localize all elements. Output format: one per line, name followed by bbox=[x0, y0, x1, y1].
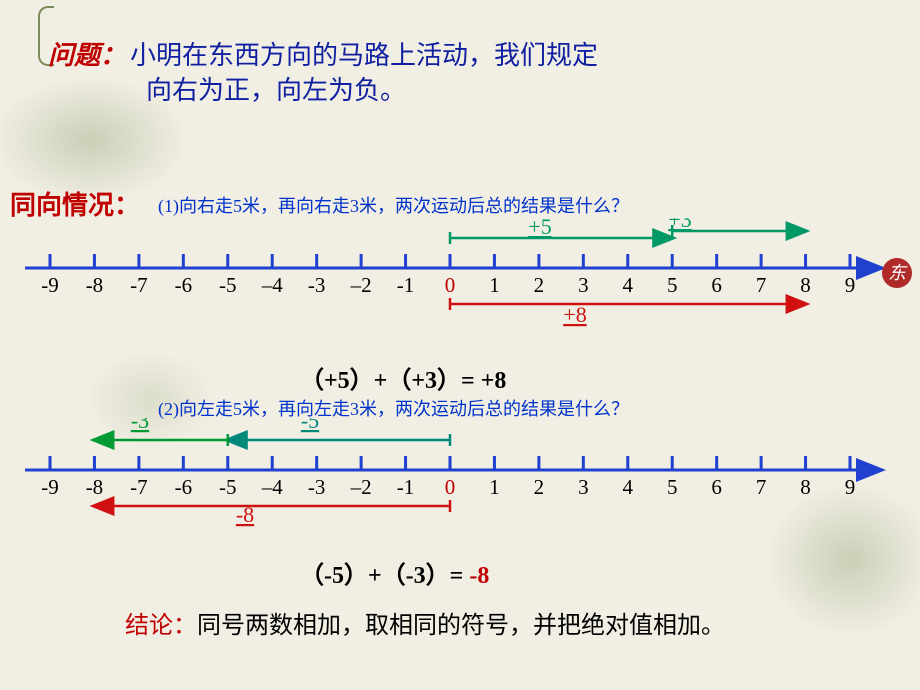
svg-text:+8: +8 bbox=[563, 302, 586, 327]
svg-text:+3: +3 bbox=[668, 218, 691, 232]
svg-text:0: 0 bbox=[445, 475, 456, 499]
svg-text:2: 2 bbox=[534, 273, 545, 297]
equation-2: （-5）+（-3）= -8 bbox=[300, 555, 489, 590]
svg-text:-3: -3 bbox=[308, 273, 326, 297]
problem-text-line1: 小明在东西方向的马路上活动，我们规定 bbox=[130, 41, 598, 70]
nl1: -9 -8 -7 -6 -5 –4 -3 –2 -1 0 1 2 3 4 5 6 7 8 9 +5 +3 +8 bbox=[20, 218, 890, 358]
problem-text-line2: 向右为正，向左为负。 bbox=[146, 76, 406, 105]
svg-text:3: 3 bbox=[578, 273, 589, 297]
equation-2-lhs: （-5）+（-3）= bbox=[300, 563, 469, 589]
svg-text:-3: -3 bbox=[131, 418, 149, 433]
svg-text:–2: –2 bbox=[350, 475, 372, 499]
svg-text:-8: -8 bbox=[86, 475, 104, 499]
nl2: -9 -8 -7 -6 -5 –4 -3 –2 -1 0 1 2 3 4 5 6 7 8 9 -5 -3 -8 bbox=[20, 418, 890, 548]
svg-text:2: 2 bbox=[534, 475, 545, 499]
svg-text:+5: +5 bbox=[528, 218, 551, 239]
svg-text:-8: -8 bbox=[236, 502, 254, 527]
svg-text:-6: -6 bbox=[175, 475, 193, 499]
svg-text:4: 4 bbox=[623, 475, 634, 499]
numberline-2: -9 -8 -7 -6 -5 –4 -3 –2 -1 0 1 2 3 4 5 6 7 8 9 -5 -3 -8 bbox=[20, 418, 890, 548]
svg-text:-5: -5 bbox=[219, 475, 237, 499]
svg-text:–4: –4 bbox=[261, 273, 284, 297]
svg-text:0: 0 bbox=[445, 273, 456, 297]
problem-block: 问题： 小明在东西方向的马路上活动，我们规定 向右为正，向左为负。 bbox=[48, 35, 868, 108]
same-direction-label: 同向情况： bbox=[10, 185, 140, 222]
numberline-1: -9 -8 -7 -6 -5 –4 -3 –2 -1 0 1 2 3 4 5 6 7 8 9 +5 +3 +8 bbox=[20, 218, 890, 358]
svg-text:9: 9 bbox=[845, 273, 856, 297]
svg-text:9: 9 bbox=[845, 475, 856, 499]
problem-label: 问题： bbox=[48, 41, 126, 70]
svg-text:3: 3 bbox=[578, 475, 589, 499]
svg-text:5: 5 bbox=[667, 475, 678, 499]
svg-text:5: 5 bbox=[667, 273, 678, 297]
svg-text:-5: -5 bbox=[301, 418, 319, 433]
conclusion-text: 同号两数相加，取相同的符号，并把绝对值相加。 bbox=[197, 613, 725, 639]
svg-text:7: 7 bbox=[756, 273, 767, 297]
svg-text:-7: -7 bbox=[130, 475, 148, 499]
svg-text:-1: -1 bbox=[397, 273, 415, 297]
subquestion-1: (1)向右走5米，再向右走3米，两次运动后总的结果是什么？ bbox=[158, 192, 858, 218]
svg-text:-5: -5 bbox=[219, 273, 237, 297]
svg-text:-1: -1 bbox=[397, 475, 415, 499]
svg-text:-7: -7 bbox=[130, 273, 148, 297]
svg-text:–2: –2 bbox=[350, 273, 372, 297]
east-badge: 东 bbox=[882, 258, 912, 288]
conclusion-block: 结论：同号两数相加，取相同的符号，并把绝对值相加。 bbox=[125, 605, 725, 640]
svg-text:-6: -6 bbox=[175, 273, 193, 297]
svg-text:8: 8 bbox=[800, 273, 811, 297]
svg-text:-3: -3 bbox=[308, 475, 326, 499]
svg-text:6: 6 bbox=[711, 475, 722, 499]
svg-text:-9: -9 bbox=[41, 475, 59, 499]
equation-2-rhs: -8 bbox=[469, 563, 489, 589]
svg-text:-8: -8 bbox=[86, 273, 104, 297]
svg-text:7: 7 bbox=[756, 475, 767, 499]
svg-text:–4: –4 bbox=[261, 475, 284, 499]
svg-text:8: 8 bbox=[800, 475, 811, 499]
svg-text:-9: -9 bbox=[41, 273, 59, 297]
equation-1: （+5）+（+3）= +8 bbox=[300, 360, 506, 395]
svg-text:6: 6 bbox=[711, 273, 722, 297]
svg-text:1: 1 bbox=[489, 475, 500, 499]
svg-text:1: 1 bbox=[489, 273, 500, 297]
svg-text:4: 4 bbox=[623, 273, 634, 297]
conclusion-label: 结论： bbox=[125, 613, 197, 639]
